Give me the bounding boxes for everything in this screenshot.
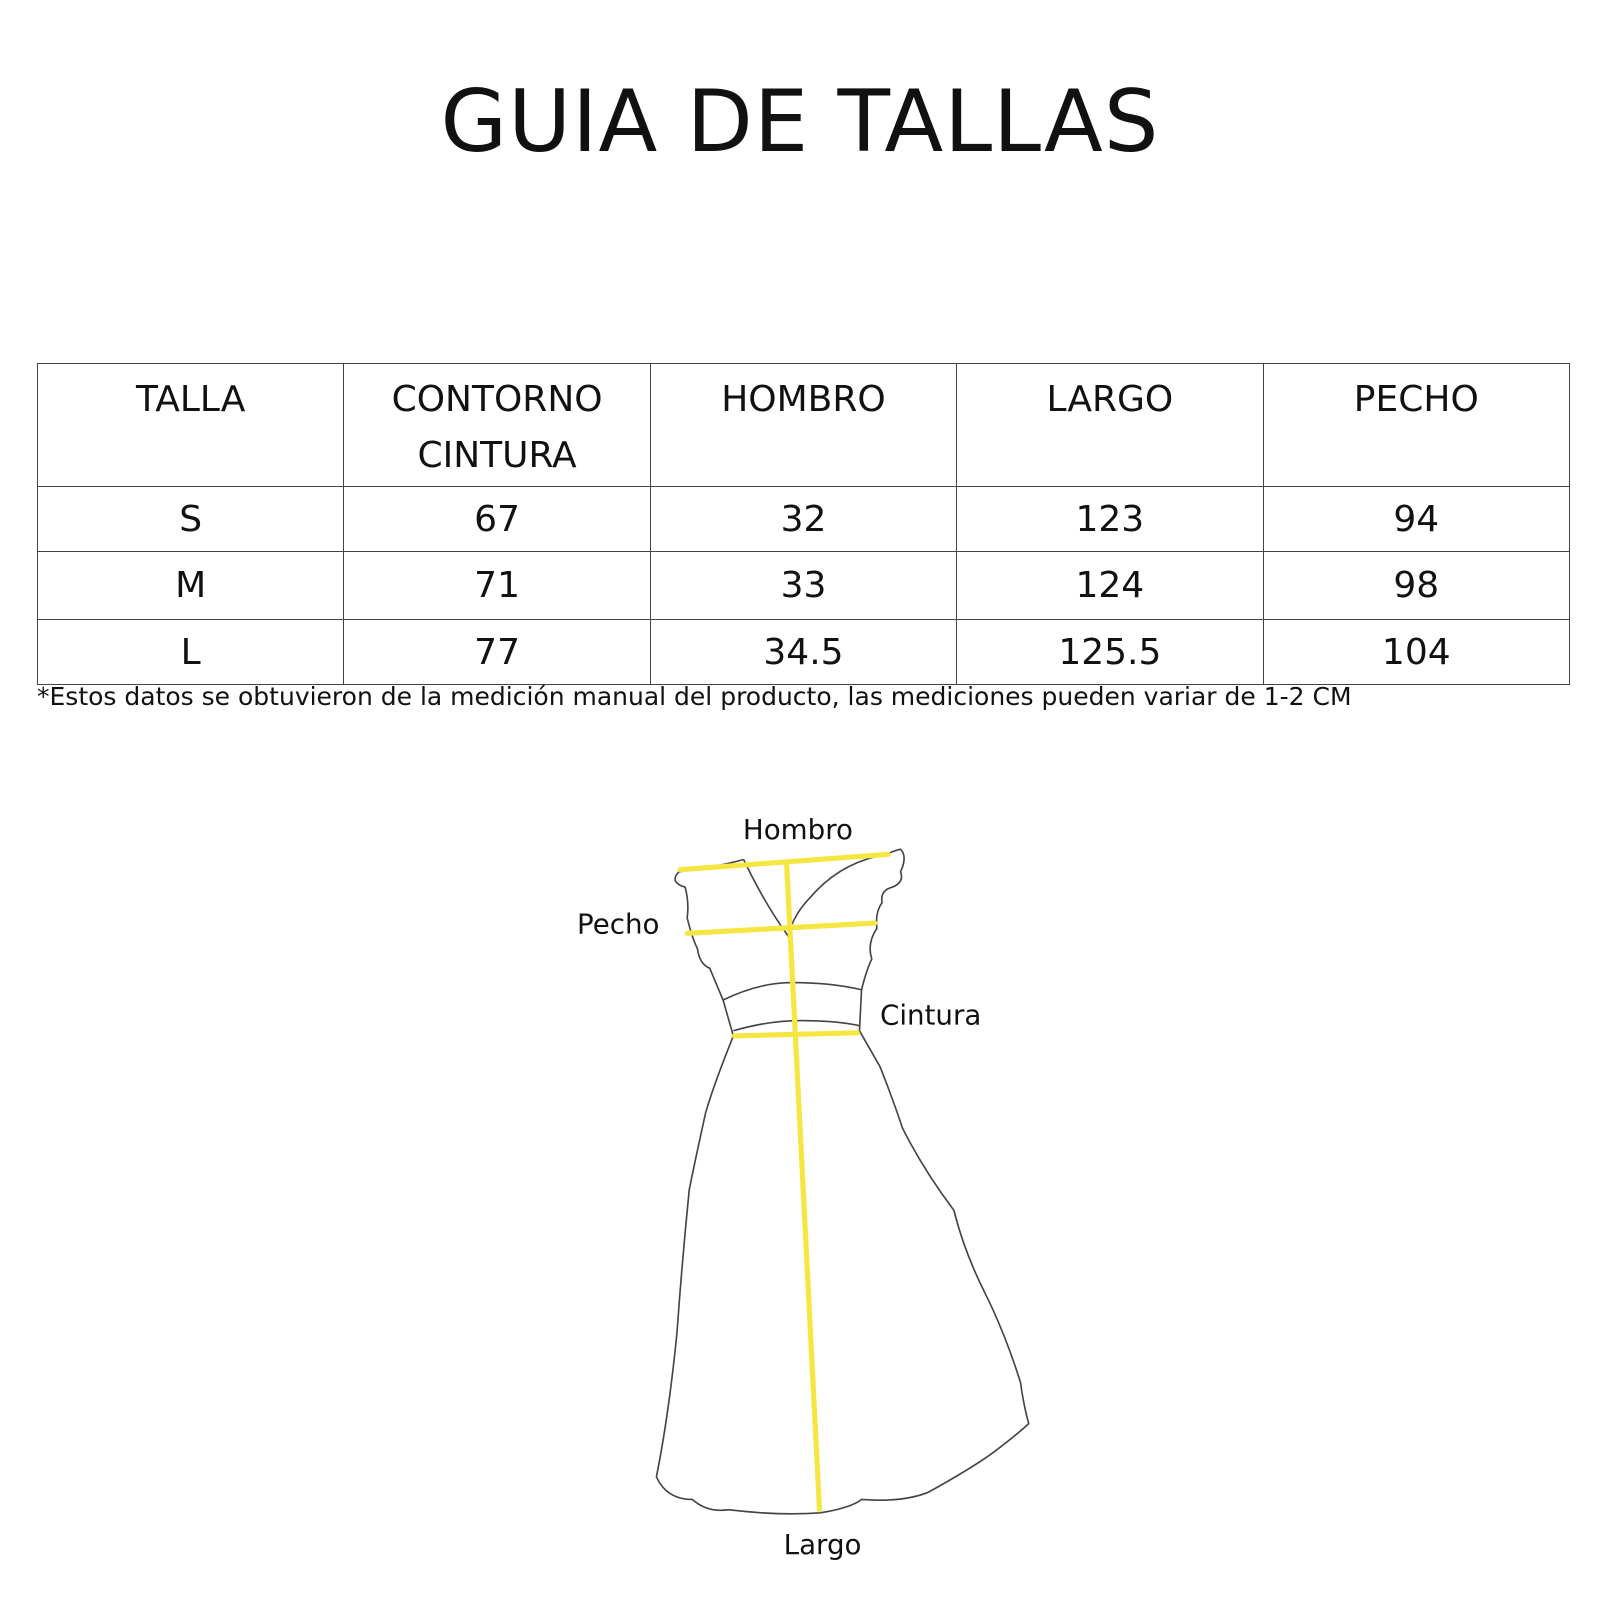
table-row: S 67 32 123 94 [36,486,1571,552]
shoulder-measure-line [677,851,891,873]
table-header-row: TALLA CONTORNO CINTURA HOMBRO LARGO PECH… [36,363,1571,487]
label-cintura: Cintura [880,999,981,1032]
label-pecho: Pecho [577,907,659,940]
cell-length: 125.5 [956,619,1264,685]
cell-size: M [36,551,345,620]
table-row: L 77 34.5 125.5 104 [36,619,1571,685]
table-row: M 71 33 124 98 [36,551,1571,620]
cell-length: 124 [956,551,1264,620]
cell-shoulder: 33 [649,551,958,620]
cell-waist: 71 [343,551,651,620]
cell-shoulder: 34.5 [649,619,958,685]
dress-outline [655,848,1030,1515]
header-pecho: PECHO [1262,363,1571,487]
cell-shoulder: 32 [649,486,958,552]
cell-chest: 94 [1262,486,1571,552]
measurement-note: *Estos datos se obtuvieron de la medició… [37,682,1352,711]
length-measure-line [784,862,823,1513]
size-table: TALLA CONTORNO CINTURA HOMBRO LARGO PECH… [36,363,1571,685]
measure-lines [677,851,891,1513]
label-hombro: Hombro [743,813,853,846]
chest-measure-line [684,920,878,936]
cell-size: L [36,619,345,685]
cell-chest: 104 [1262,619,1571,685]
header-hombro: HOMBRO [649,363,958,487]
cell-waist: 77 [343,619,651,685]
label-largo: Largo [784,1528,862,1561]
header-talla: TALLA [36,363,345,487]
cell-size: S [36,486,345,552]
page-title: GUIA DE TALLAS [440,72,1160,172]
